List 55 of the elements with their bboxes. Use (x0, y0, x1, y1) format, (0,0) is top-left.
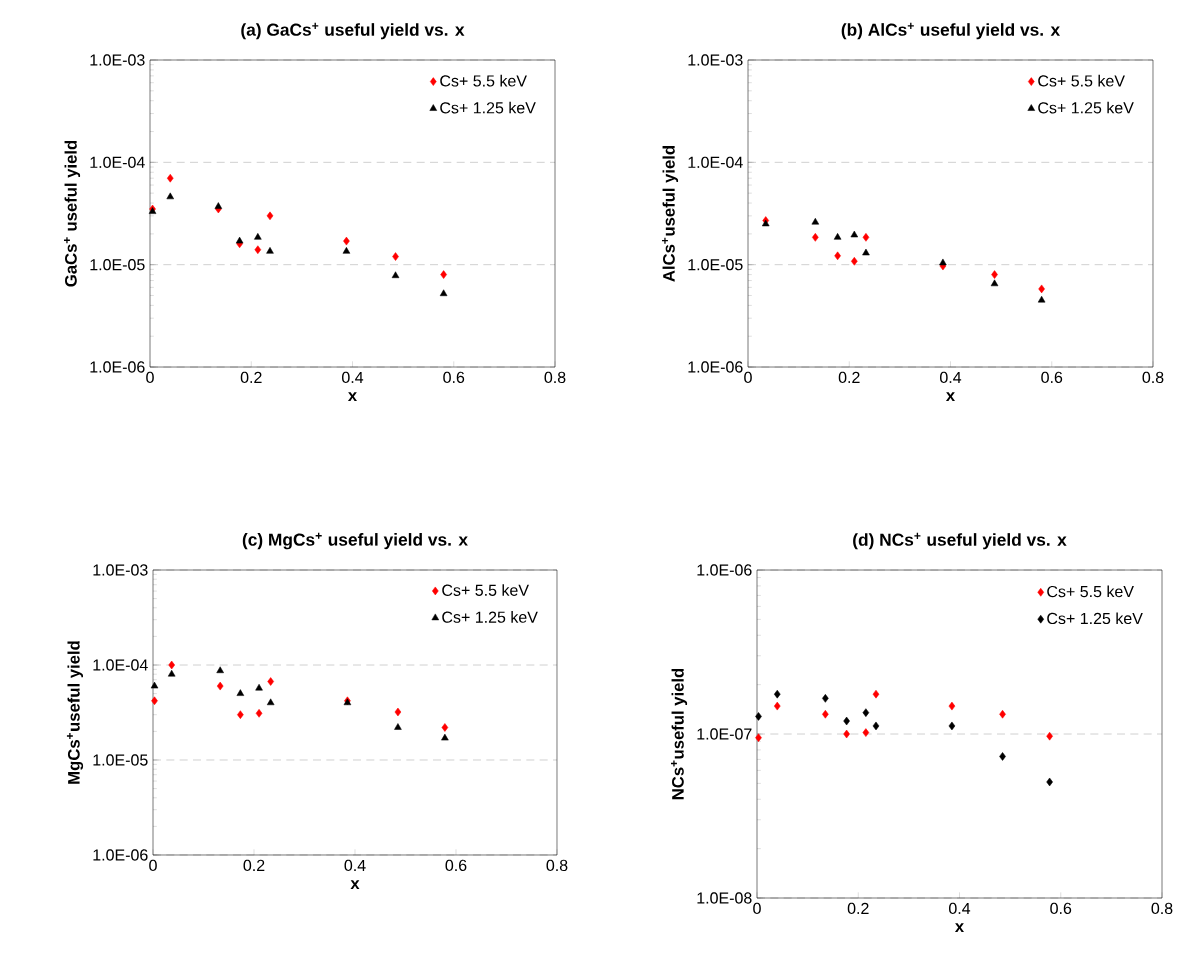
chart-title: (d) NCs$^{+}$ useful yield vs. x (853, 532, 1067, 550)
y-axis-title: AlCs$^{+}$useful yield (662, 146, 679, 282)
chart-title: (b) AlCs$^{+}$ useful yield vs. x (841, 22, 1061, 40)
y-tick-label: 1.0E-06 (90, 361, 145, 373)
x-axis-title: x (954, 923, 965, 933)
y-axis-title: MgCs$^{+}$useful yield (66, 641, 84, 784)
x-tick-label: 0 (753, 902, 761, 915)
y-tick-label: 1.0E-04 (688, 156, 743, 168)
y-tick-label: 1.0E-03 (688, 54, 743, 66)
y-tick-label: 1.0E-06 (697, 564, 752, 576)
x-tick-label: 0.4 (949, 902, 971, 915)
x-tick-label: 0.4 (344, 859, 366, 872)
x-tick-label: 0.4 (342, 371, 364, 384)
x-tick-label: 0.2 (240, 371, 262, 384)
y-tick-label: 1.0E-04 (90, 156, 145, 168)
x-axis-title: x (945, 392, 956, 402)
legend-label: Cs+ 1.25 keV (1038, 101, 1134, 114)
chart-title: (c) MgCs$^{+}$ useful yield vs. x (242, 532, 468, 550)
x-tick-label: 0.6 (443, 371, 465, 384)
y-tick-label: 1.0E-05 (688, 259, 743, 271)
y-tick-label: 1.0E-08 (697, 892, 752, 904)
x-axis-title: x (350, 880, 360, 889)
x-tick-label: 0.6 (1050, 902, 1072, 915)
y-tick-label: 1.0E-06 (93, 849, 148, 861)
x-tick-label: 0.4 (940, 371, 962, 384)
x-tick-label: 0 (744, 371, 752, 384)
y-tick-label: 1.0E-06 (688, 361, 743, 373)
x-tick-label: 0.8 (544, 371, 566, 384)
y-axis-title: GaCs$^{+}$ useful yield (64, 140, 81, 287)
y-tick-label: 1.0E-07 (697, 728, 752, 740)
y-tick-label: 1.0E-03 (90, 54, 145, 66)
legend-label: Cs+ 5.5 keV (1047, 585, 1134, 598)
x-tick-label: 0.2 (847, 902, 869, 915)
y-tick-label: 1.0E-05 (90, 259, 145, 271)
legend-label: Cs+ 1.25 keV (440, 101, 536, 114)
x-tick-label: 0.2 (838, 371, 860, 384)
legend-label: Cs+ 5.5 keV (440, 74, 527, 87)
x-tick-label: 0 (146, 371, 154, 384)
legend-label: Cs+ 5.5 keV (442, 584, 529, 596)
x-tick-label: 0.6 (445, 859, 467, 872)
y-tick-label: 1.0E-05 (93, 754, 148, 766)
legend-label: Cs+ 5.5 keV (1038, 74, 1125, 87)
y-tick-label: 1.0E-03 (93, 564, 148, 576)
x-tick-label: 0 (149, 859, 157, 872)
x-tick-label: 0.8 (546, 859, 568, 872)
x-tick-label: 0.2 (243, 859, 265, 872)
x-tick-label: 0.6 (1041, 371, 1063, 384)
y-axis-title: NCs$^{+}$useful yield (671, 668, 688, 800)
x-tick-label: 0.8 (1142, 371, 1164, 384)
y-tick-label: 1.0E-04 (93, 659, 148, 671)
legend-label: Cs+ 1.25 keV (442, 611, 538, 623)
legend-label: Cs+ 1.25 keV (1047, 612, 1143, 625)
x-tick-label: 0.8 (1151, 902, 1173, 915)
chart-title: (a) GaCs$^{+}$ useful yield vs. x (241, 22, 465, 40)
x-axis-title: x (347, 392, 358, 402)
